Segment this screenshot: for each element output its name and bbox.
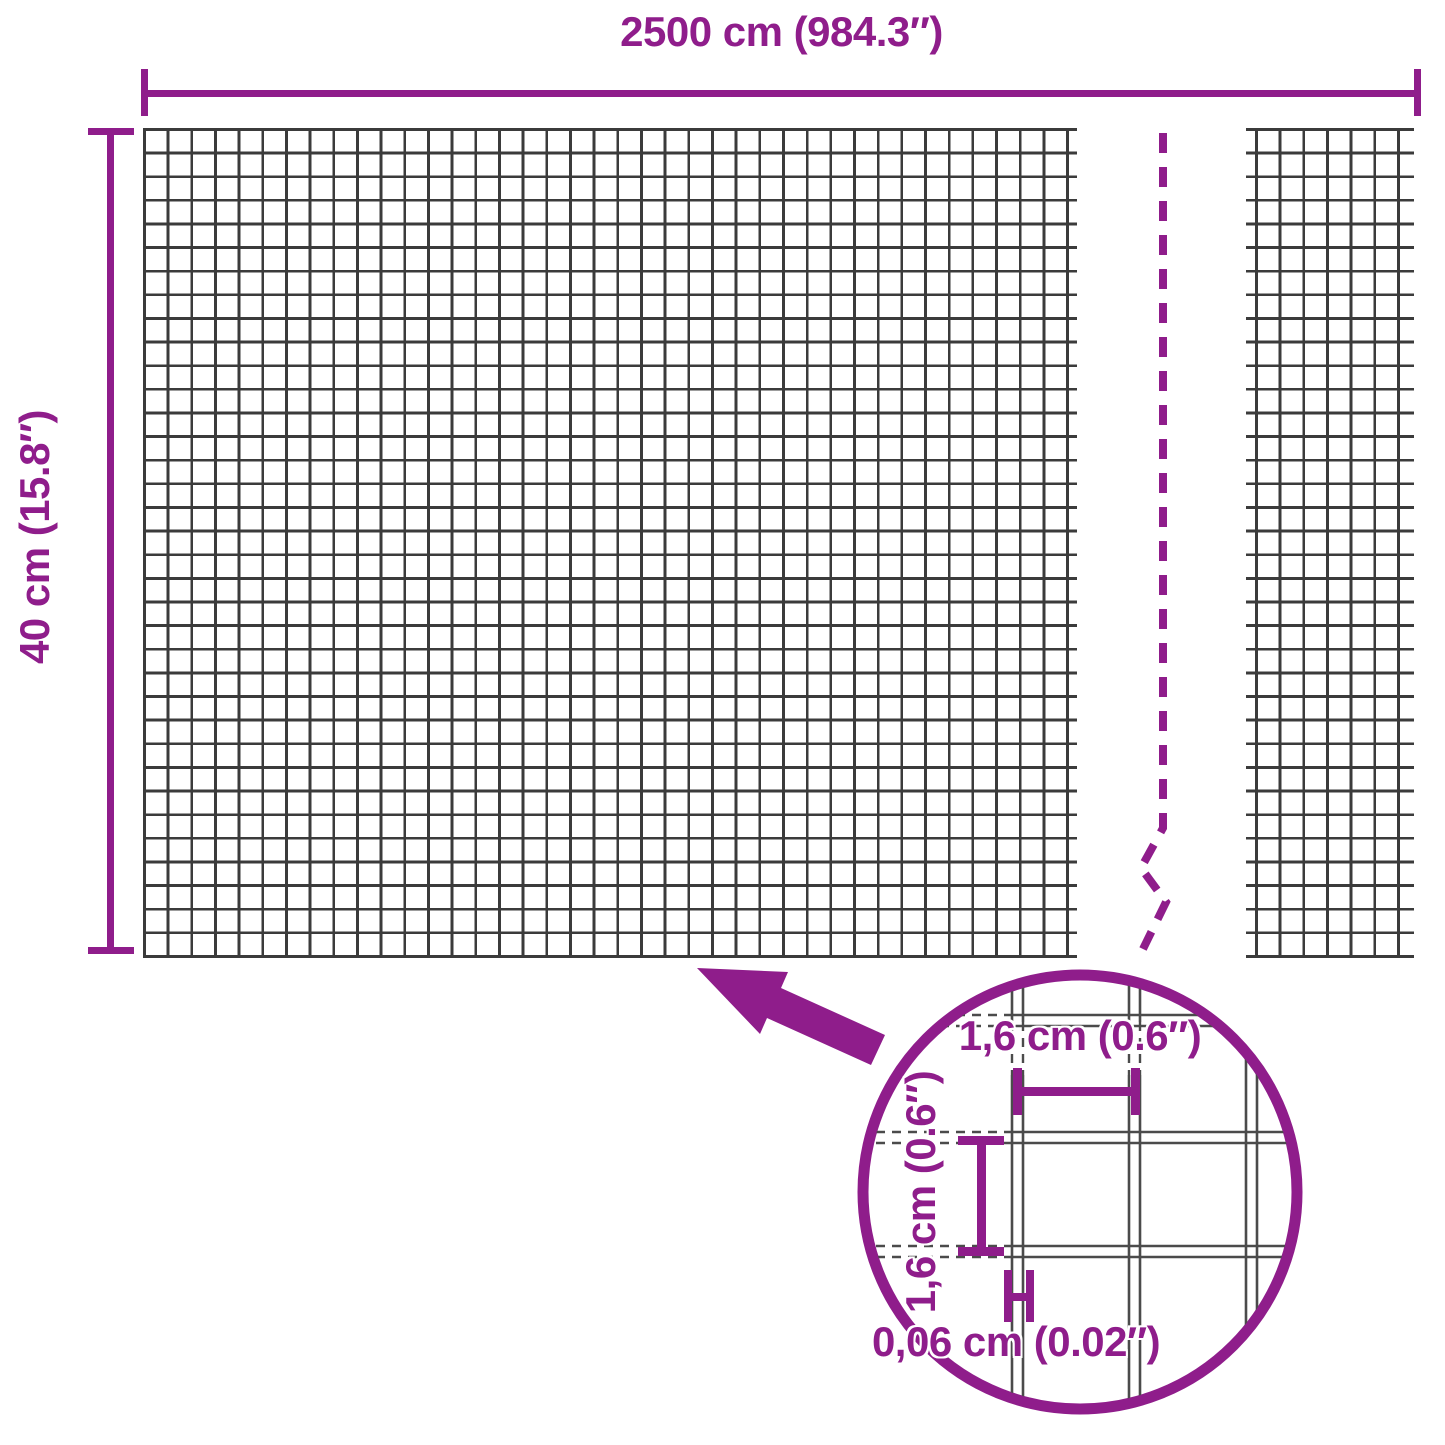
- total-height-cap-bottom: [88, 947, 134, 954]
- total-height-cap-top: [88, 128, 134, 135]
- total-width-cap-right: [1414, 69, 1421, 116]
- zoom-detail-circle: [857, 969, 1303, 1415]
- mesh-panel-main-vertical-wires: [143, 128, 1069, 958]
- mesh-pitch-vertical-label: 1,6 cm (0.6″): [897, 1070, 944, 1314]
- total-width-cap-left: [141, 69, 148, 116]
- total-width-dimension-line: [145, 90, 1418, 97]
- total-width-label: 2500 cm (984.3″): [620, 8, 943, 55]
- total-height-dimension-line: [107, 130, 114, 952]
- mesh-pitch-horizontal-dimension: [1013, 1068, 1140, 1115]
- mesh-panel-right-vertical-wires: [1255, 128, 1400, 958]
- break-dashed-line: [1136, 133, 1171, 951]
- mesh-pitch-horizontal-label: 1,6 cm (0.6″): [958, 1012, 1202, 1059]
- wire-thickness-bracket: [1004, 1270, 1034, 1322]
- zoom-pointer-arrow-icon: [697, 968, 885, 1065]
- mesh-pitch-vertical-dimension: [958, 1136, 1004, 1256]
- wire-thickness-label: 0,06 cm (0.02″): [871, 1318, 1161, 1365]
